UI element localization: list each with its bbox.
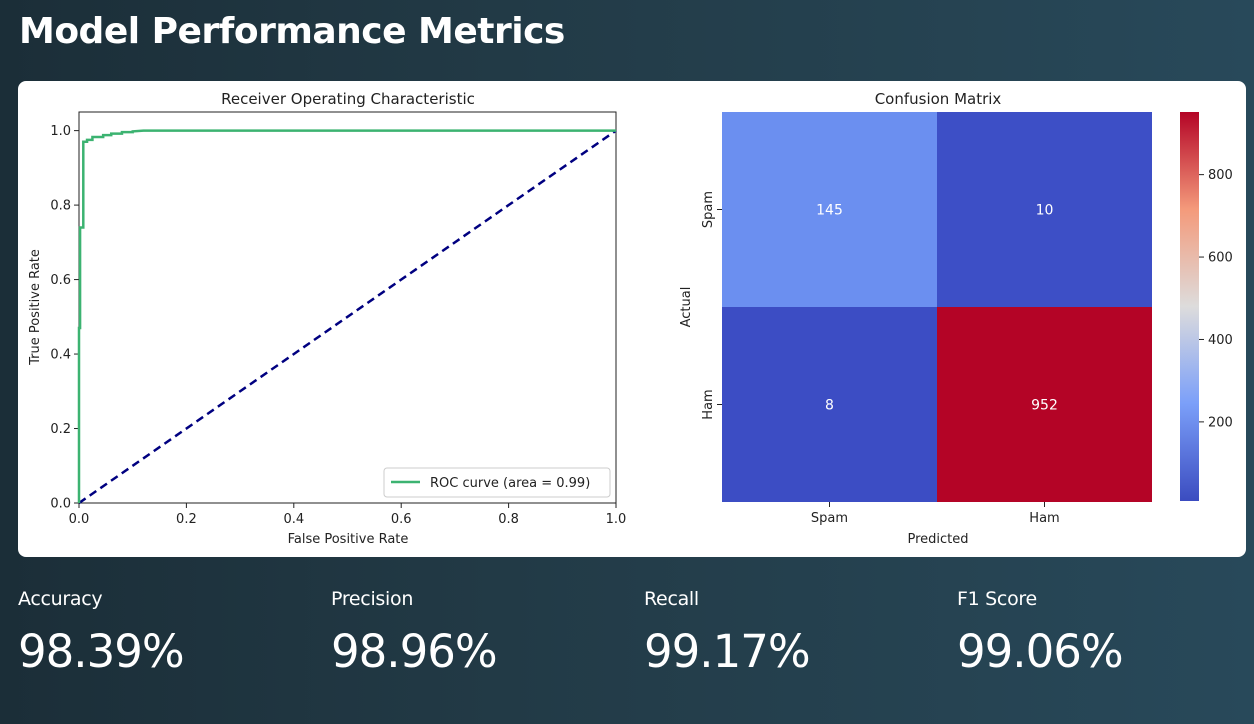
roc-plot-frame [78,111,617,504]
charts-panel: Receiver Operating Characteristic 0.0 0.2… [18,81,1246,557]
roc-y-tick-label: 1.0 [50,124,71,139]
roc-legend-label: ROC curve (area = 0.99) [430,476,590,491]
cm-colorbar-tick-label: 200 [1208,415,1233,430]
roc-y-tick-label: 0.8 [50,199,71,214]
roc-ylabel: True Positive Rate [28,249,43,366]
metric-accuracy: Accuracy 98.39% [18,585,185,682]
roc-legend-box [383,467,611,498]
cm-colorbar-tick-label: 800 [1208,168,1233,183]
roc-y-tick-label: 0.6 [50,273,71,288]
metric-accuracy-label: Accuracy [18,588,103,610]
cm-cell-value: 8 [825,398,834,414]
metric-f1-score: F1 Score 99.06% [957,585,1124,682]
cm-colorbar [1180,112,1199,501]
cm-cell-value: 952 [1031,398,1058,414]
cm-y-tick-label: Spam [701,191,716,228]
cm-ylabel: Actual [679,287,694,328]
metric-f1-score-label: F1 Score [957,588,1037,610]
cm-cell [722,307,937,502]
roc-x-tick-label: 1.0 [606,512,627,527]
charts-svg: Receiver Operating Characteristic 0.0 0.2… [28,90,1233,547]
cm-title: Confusion Matrix [875,90,1002,108]
metric-precision: Precision 98.96% [331,585,498,682]
roc-x-tick-label: 0.2 [176,512,197,527]
cm-xlabel: Predicted [907,532,968,547]
roc-y-tick-label: 0.2 [50,422,71,437]
cm-cell [937,112,1152,307]
metric-recall-label: Recall [644,588,699,610]
cm-x-tick-label: Spam [811,511,848,526]
roc-x-tick-label: 0.0 [69,512,90,527]
roc-y-tick-label: 0.0 [50,497,71,512]
roc-x-tick-label: 0.6 [391,512,412,527]
metric-accuracy-value: 98.39% [18,625,185,678]
cm-colorbar-tick-label: 600 [1208,251,1233,266]
roc-x-tick-label: 0.8 [498,512,519,527]
roc-title: Receiver Operating Characteristic [221,90,475,108]
metric-precision-label: Precision [331,588,414,610]
cm-cell-value: 10 [1036,203,1054,219]
cm-y-tick-label: Ham [701,389,716,419]
metric-f1-score-value: 99.06% [957,625,1124,678]
metric-recall-value: 99.17% [644,625,811,678]
cm-colorbar-tick-label: 400 [1208,333,1233,348]
roc-curve-line [77,129,616,503]
cm-x-tick-label: Ham [1029,511,1059,526]
roc-x-tick-label: 0.4 [283,512,304,527]
roc-xlabel: False Positive Rate [288,532,409,547]
cm-cell [937,307,1152,502]
page-title: Model Performance Metrics [19,11,565,52]
cm-cell-value: 145 [816,203,843,219]
cm-cell [722,112,937,307]
metric-precision-value: 98.96% [331,625,498,678]
roc-legend: ROC curve (area = 0.99) [383,467,611,498]
metric-recall: Recall 99.17% [644,585,811,682]
roc-diagonal-line [78,129,617,505]
roc-y-tick-label: 0.4 [50,348,71,363]
